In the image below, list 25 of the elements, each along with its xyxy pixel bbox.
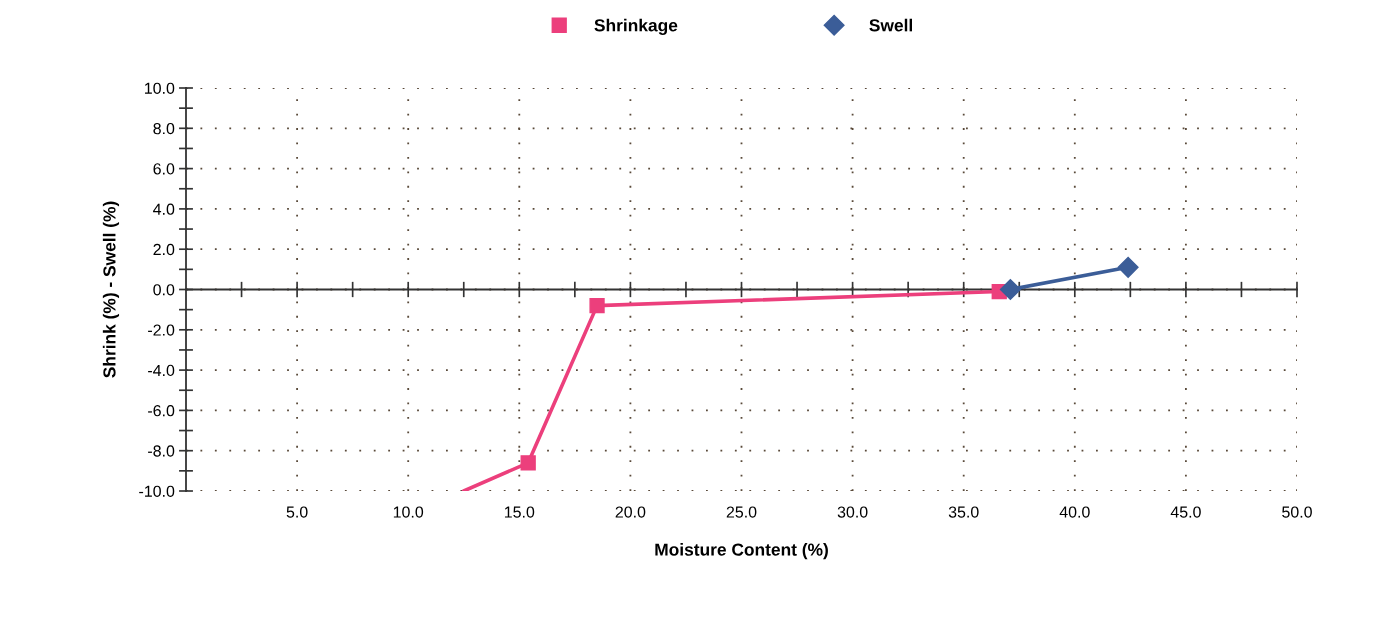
- x-tick-label: 15.0: [504, 506, 535, 518]
- x-tick-label: 40.0: [1059, 506, 1090, 518]
- y-tick-label: -4.0: [148, 364, 175, 377]
- y-axis-title: Shrink (%) - Swell (%): [102, 201, 120, 378]
- y-tick-label: -2.0: [148, 324, 175, 336]
- x-tick-label: 5.0: [286, 506, 308, 518]
- y-tick-label: 10.0: [145, 82, 175, 94]
- y-tick-label: -8.0: [148, 445, 175, 457]
- x-tick-label: 20.0: [615, 506, 646, 518]
- legend-label: Shrinkage: [594, 18, 678, 35]
- y-tick-label: 2.0: [153, 243, 175, 256]
- y-tick-label: -6.0: [148, 405, 175, 417]
- x-tick-label: 45.0: [1170, 506, 1201, 518]
- y-tick-label: -10.0: [139, 485, 175, 497]
- x-tick-label: 25.0: [726, 506, 757, 518]
- x-tick-label: 50.0: [1282, 506, 1312, 518]
- x-axis-title: Moisture Content (%): [655, 543, 828, 560]
- y-tick-label: 4.0: [153, 203, 175, 215]
- y-tick-label: 8.0: [153, 122, 175, 135]
- y-tick-label: 6.0: [153, 163, 175, 175]
- y-tick-label: 0.0: [153, 284, 175, 296]
- legend-label: Swell: [869, 18, 913, 32]
- x-tick-label: 10.0: [393, 506, 424, 518]
- x-tick-label: 35.0: [948, 506, 979, 518]
- x-tick-label: 30.0: [837, 506, 868, 518]
